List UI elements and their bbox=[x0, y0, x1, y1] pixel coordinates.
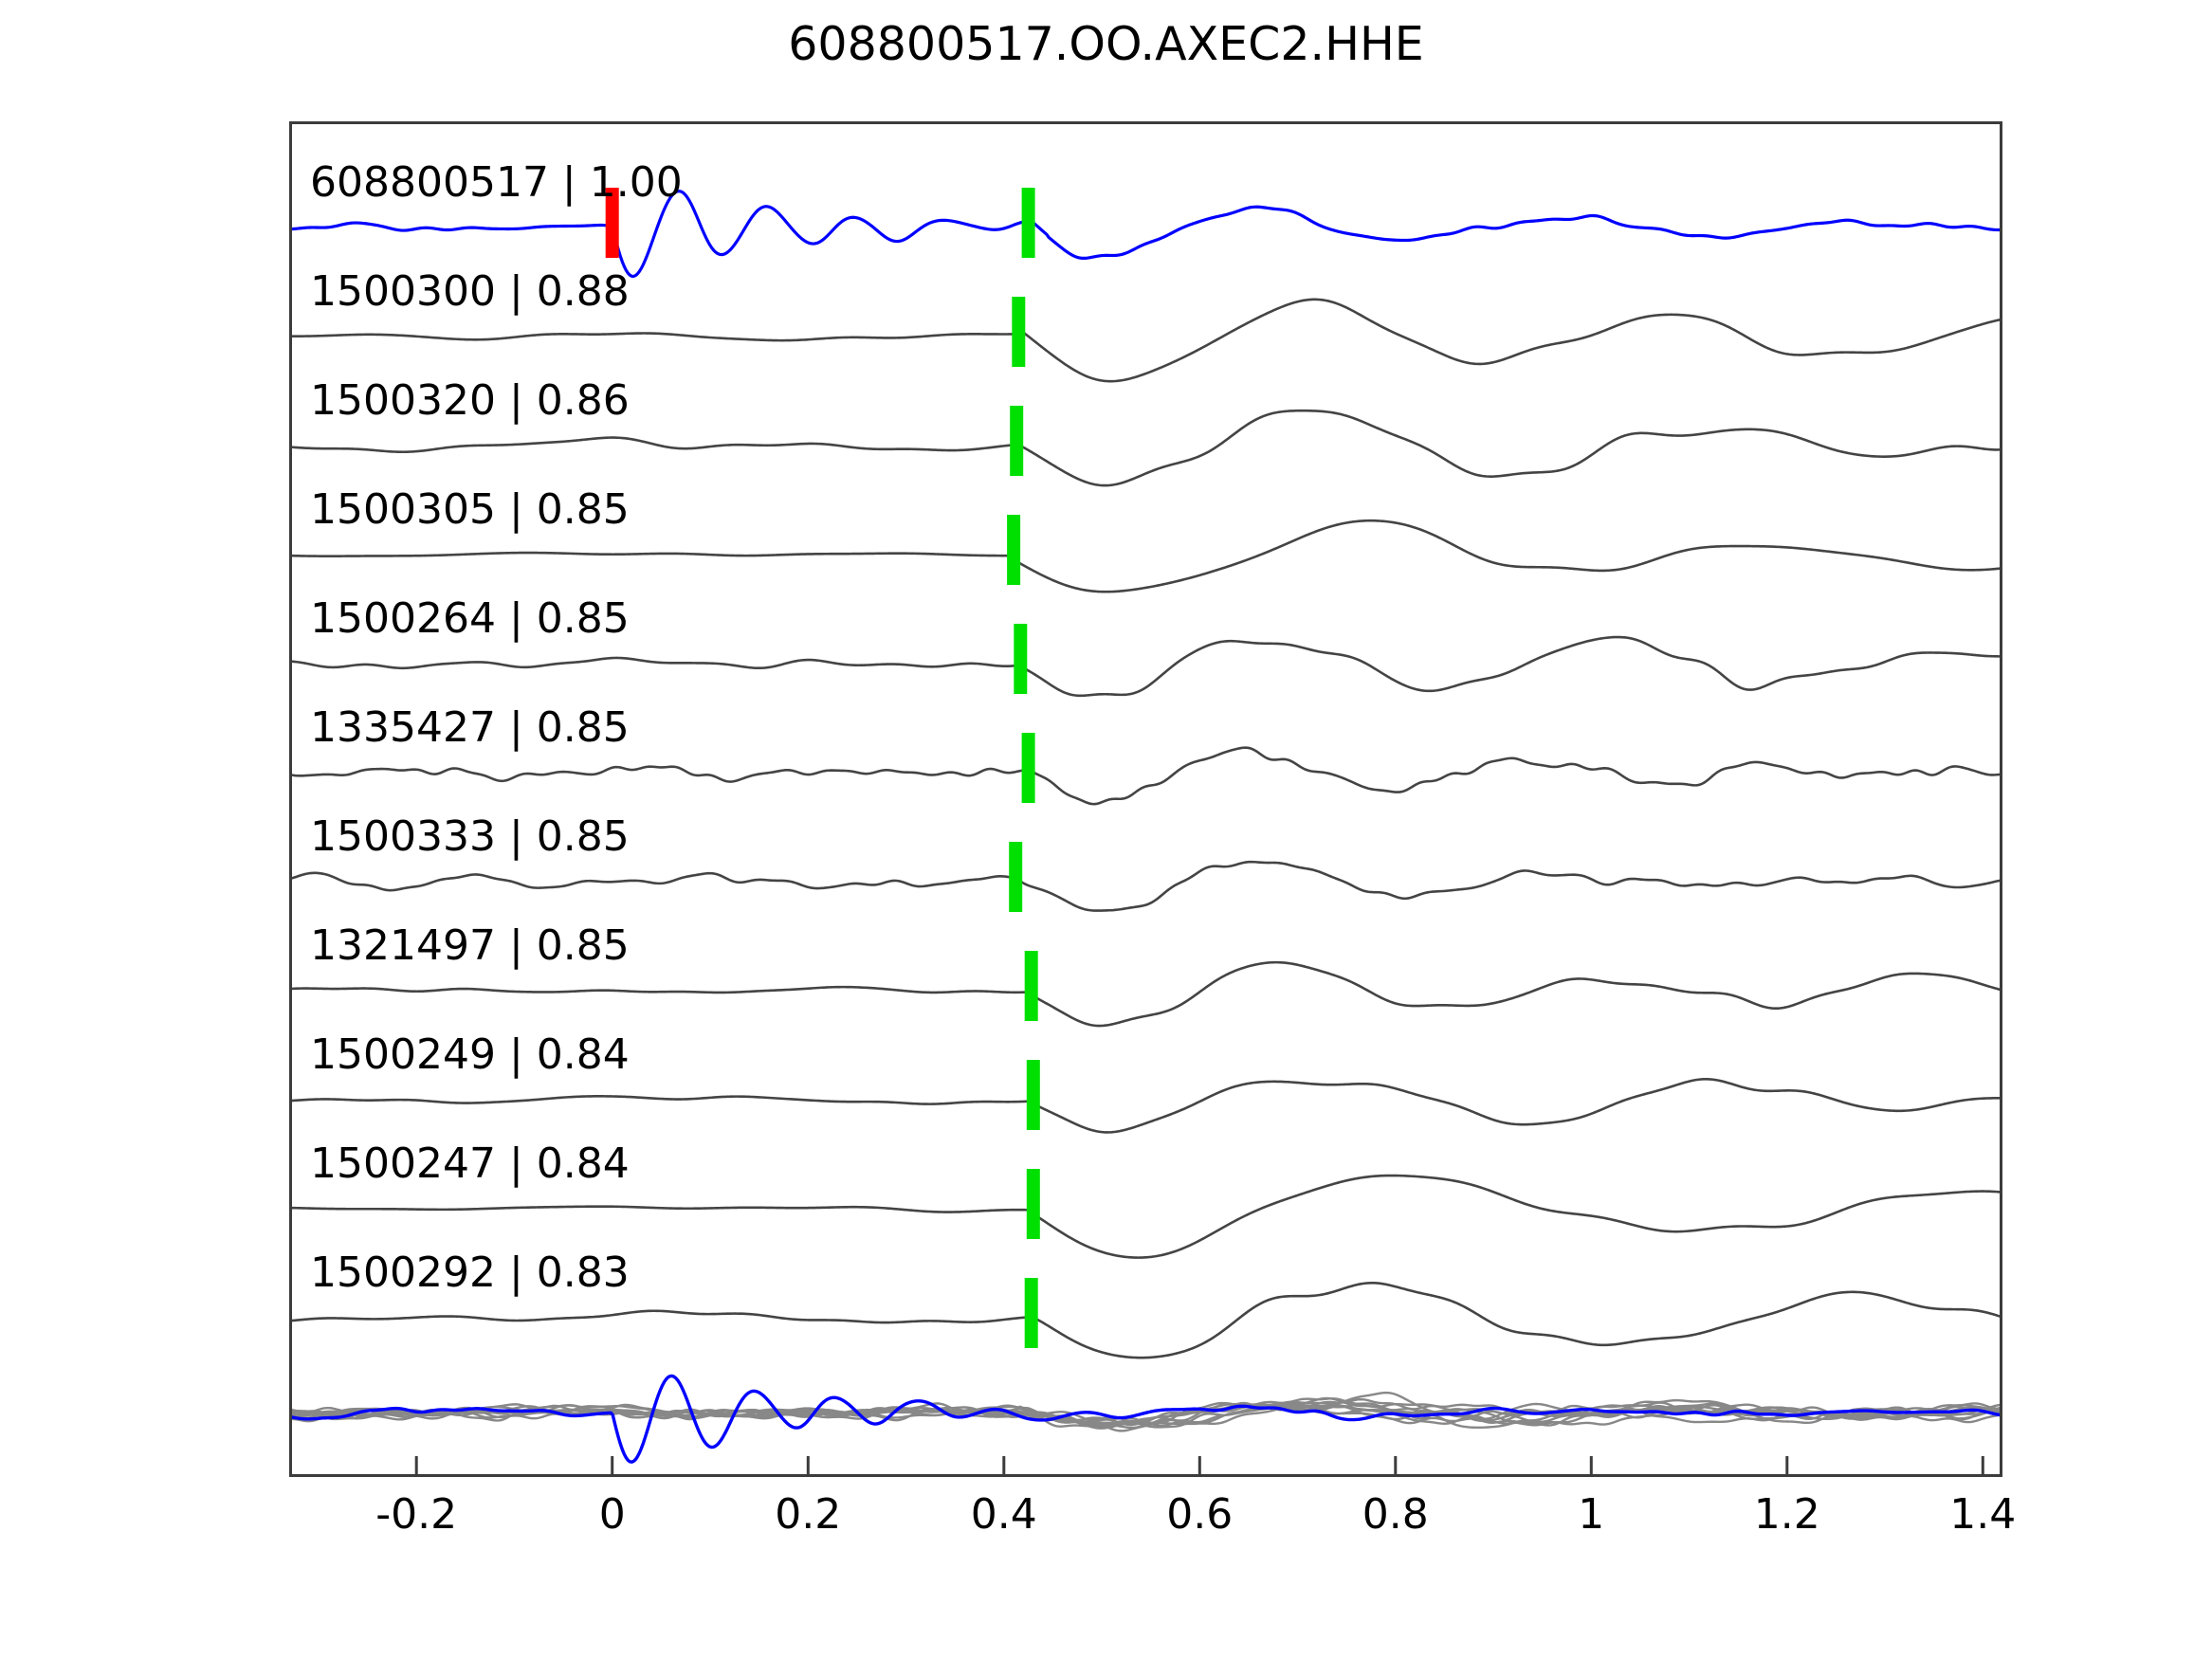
trace-label-1321497: 1321497 | 0.85 bbox=[310, 921, 630, 970]
waveform-trace bbox=[289, 635, 2002, 698]
waveform-traces bbox=[289, 188, 2002, 1476]
waveform-trace bbox=[289, 519, 2002, 593]
pick-marker-green bbox=[1024, 1278, 1038, 1348]
stack-trace bbox=[289, 1402, 2002, 1429]
x-tick-label: 1 bbox=[1578, 1490, 1605, 1539]
waveform-trace bbox=[289, 1078, 2002, 1134]
pick-marker-green bbox=[1026, 1060, 1040, 1130]
pick-marker-green bbox=[1021, 733, 1035, 803]
trace-label-1500305: 1500305 | 0.85 bbox=[310, 485, 630, 534]
pick-marker-green bbox=[1009, 842, 1023, 912]
x-tick-label: -0.2 bbox=[375, 1490, 458, 1539]
trace-label-1500292: 1500292 | 0.83 bbox=[310, 1249, 630, 1297]
stack-template-trace bbox=[289, 1374, 2002, 1464]
x-tick-label: 1.4 bbox=[1949, 1490, 2017, 1539]
page-title: 608800517.OO.AXEC2.HHE bbox=[788, 17, 1424, 71]
x-axis-tick-labels: -0.2 0 0.2 0.4 0.6 0.8 1 1.2 1.4 bbox=[289, 1490, 2016, 1566]
waveform-trace bbox=[289, 298, 2002, 383]
trace-label-1500247: 1500247 | 0.84 bbox=[310, 1139, 630, 1188]
waveform-trace bbox=[289, 409, 2002, 487]
x-tick-label: 1.2 bbox=[1753, 1490, 1820, 1539]
trace-label-1500264: 1500264 | 0.85 bbox=[310, 594, 630, 643]
plot-area: 608800517 | 1.00 1500300 | 0.88 1500320 | … bbox=[289, 121, 2002, 1477]
x-tick-label: 0.2 bbox=[775, 1490, 842, 1539]
x-tick-label: 0.6 bbox=[1166, 1490, 1234, 1539]
waveform-trace bbox=[289, 1174, 2002, 1259]
waveform-trace bbox=[289, 960, 2002, 1028]
trace-label-1500300: 1500300 | 0.88 bbox=[310, 267, 630, 316]
pick-marker-green bbox=[1026, 1169, 1040, 1239]
stack-trace bbox=[289, 1397, 2002, 1426]
trace-label-1500320: 1500320 | 0.86 bbox=[310, 376, 630, 425]
trace-label-1500249: 1500249 | 0.84 bbox=[310, 1030, 630, 1079]
trace-label-608800517: 608800517 | 1.00 bbox=[310, 158, 683, 207]
waveform-trace bbox=[289, 746, 2002, 806]
trace-label-1500333: 1500333 | 0.85 bbox=[310, 812, 630, 861]
pick-marker-green bbox=[1010, 406, 1024, 476]
x-tick-label: 0.8 bbox=[1362, 1490, 1429, 1539]
x-tick-label: 0.4 bbox=[970, 1490, 1037, 1539]
waveform-trace bbox=[289, 190, 2002, 279]
x-tick-label: 0 bbox=[598, 1490, 626, 1539]
waveform-trace bbox=[289, 1281, 2002, 1359]
pick-marker-green bbox=[1014, 624, 1028, 694]
trace-label-1335427: 1335427 | 0.85 bbox=[310, 703, 630, 752]
pick-marker-green bbox=[1007, 515, 1021, 585]
pick-marker-green bbox=[1021, 188, 1035, 258]
waveform-trace bbox=[289, 860, 2002, 912]
pick-marker-green bbox=[1024, 951, 1038, 1021]
origin-marker-red bbox=[605, 188, 619, 258]
pick-marker-green bbox=[1012, 297, 1026, 367]
